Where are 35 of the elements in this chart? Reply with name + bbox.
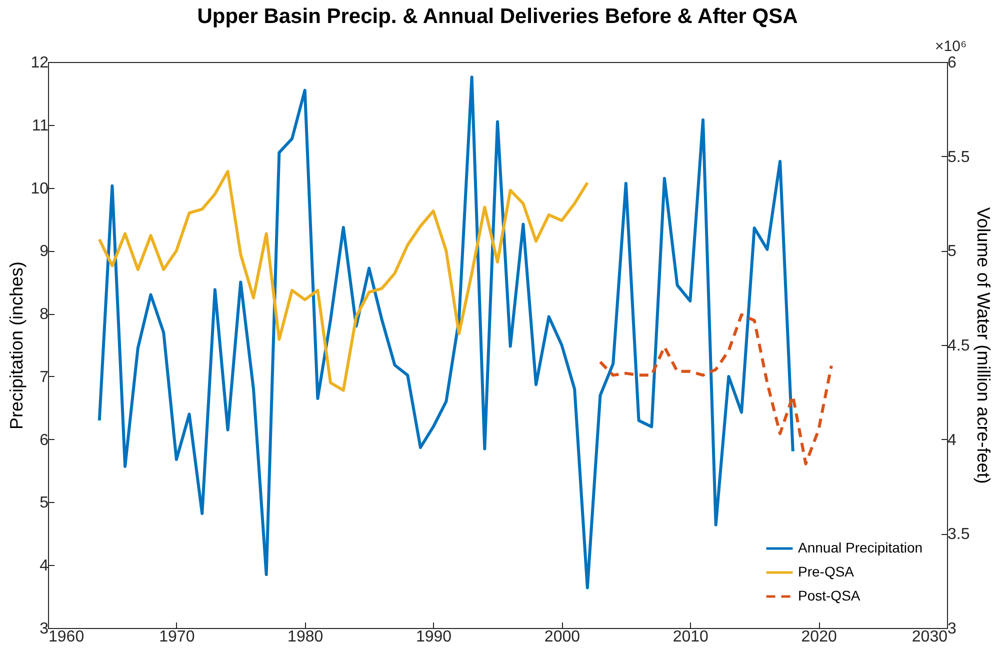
y2-tick-label: 5 [948,243,956,260]
y2-tick-label: 5.5 [948,148,970,166]
y-tick-label: 4 [40,558,49,575]
text: ×10⁶ [935,38,967,55]
y-axis-title: Precipitation (inches) [6,261,27,430]
x-tick-label: 2020 [801,628,837,646]
y-tick-label: 12 [30,54,49,72]
x-tick-label: 1960 [48,628,84,646]
y-tick-label: 5 [40,494,49,512]
y-tick-label: 9 [40,243,49,260]
legend-label: Post-QSA [798,588,861,604]
x-tick-label: 2010 [672,628,709,646]
y-tick-label: 8 [40,306,49,324]
y-tick-label: 11 [32,117,49,134]
line-series [98,170,589,392]
legend-label: Pre-QSA [798,564,855,580]
x-tick-label: 1990 [416,628,452,646]
x-tick-label: 2000 [544,628,580,646]
y2-tick-label: 3 [948,620,956,638]
y2-axis-title: Volume of Water (million acre-feet) [974,207,994,484]
line-series [98,76,794,590]
y-tick-label: 7 [40,368,49,386]
legend-label: Annual Precipitation [798,540,923,556]
y2-tick-label: 6 [948,54,956,72]
x-tick-label: 2030 [912,628,948,646]
chart-title: Upper Basin Precip. & Annual Deliveries Before & After QSA [197,5,798,28]
line-series [598,313,833,466]
y2-tick-label: 4 [948,432,956,449]
y-tick-label: 6 [40,432,49,449]
y-tick-label: 10 [30,180,49,198]
y-tick-label: 3 [40,620,49,638]
y2-tick-label: 4.5 [948,338,970,354]
y2-tick-label: 3.5 [948,526,970,544]
x-tick-label: 1980 [288,628,324,646]
x-tick-label: 1970 [159,628,195,646]
